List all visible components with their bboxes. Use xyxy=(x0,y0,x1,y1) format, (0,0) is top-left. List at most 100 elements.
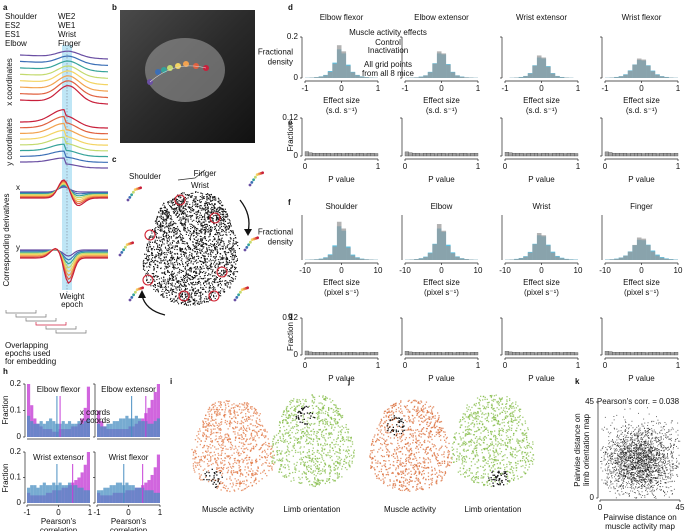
bar xyxy=(430,152,435,157)
embedding-point xyxy=(171,225,173,227)
embedding-point xyxy=(204,285,206,287)
map-point xyxy=(294,410,296,412)
map-point xyxy=(203,426,205,428)
map-point xyxy=(223,464,225,466)
embedding-point xyxy=(235,263,237,265)
embedding-point xyxy=(167,261,169,263)
map-point xyxy=(229,421,231,423)
bar xyxy=(30,485,34,503)
map-point xyxy=(245,447,248,449)
map-point xyxy=(262,463,264,465)
embedding-point xyxy=(161,290,163,292)
map-point xyxy=(222,449,224,451)
embedding-point xyxy=(206,196,208,198)
embedding-point xyxy=(234,243,236,245)
map-point xyxy=(282,466,285,468)
map-point xyxy=(318,417,320,419)
map-point xyxy=(213,481,215,484)
bar xyxy=(532,65,537,78)
map-point xyxy=(317,442,319,445)
map-point xyxy=(320,453,322,456)
map-point xyxy=(236,471,239,473)
embedding-point xyxy=(166,209,168,211)
embedding-point xyxy=(209,253,211,255)
embedding-point xyxy=(184,229,186,231)
map-point xyxy=(206,445,208,447)
embedding-point xyxy=(204,219,206,221)
embedding-point xyxy=(228,219,230,221)
embedding-point xyxy=(153,285,155,287)
map-point xyxy=(210,479,212,481)
embedding-point xyxy=(201,288,203,290)
embedding-point xyxy=(190,196,192,198)
embedding-point xyxy=(202,246,204,248)
embedding-point xyxy=(199,231,201,233)
embedding-point xyxy=(190,216,192,218)
embedding-point xyxy=(184,266,186,268)
x-tick-label: 1 xyxy=(676,162,681,171)
map-point xyxy=(214,405,216,407)
map-point xyxy=(200,479,202,481)
map-point xyxy=(220,401,222,403)
embedding-point xyxy=(152,229,154,231)
embedding-point xyxy=(208,274,210,276)
embedding-point xyxy=(218,207,220,209)
map-point xyxy=(218,405,220,407)
pose-marker xyxy=(233,298,237,302)
embedding-point xyxy=(233,251,235,253)
map-point xyxy=(210,447,212,449)
embedding-point xyxy=(202,193,204,195)
embedding-point xyxy=(217,218,219,220)
embedding-point xyxy=(142,261,144,263)
bar xyxy=(615,152,620,157)
map-point xyxy=(288,453,290,456)
bar xyxy=(526,352,531,356)
embedding-point xyxy=(206,266,208,268)
embedding-point xyxy=(218,261,220,263)
embedding-point xyxy=(189,223,191,225)
bar xyxy=(518,77,524,78)
map-point xyxy=(244,443,246,446)
x-tick-label: -10 xyxy=(299,266,311,275)
map-point xyxy=(216,474,218,476)
embedding-point xyxy=(210,254,212,256)
embedding-point xyxy=(215,279,217,281)
map-point xyxy=(250,415,252,417)
embedding-point xyxy=(160,262,162,264)
embedding-point xyxy=(155,230,157,232)
bar xyxy=(326,152,331,157)
embedding-point xyxy=(171,273,173,275)
map-point xyxy=(329,398,331,400)
map-point xyxy=(242,445,244,447)
embedding-point xyxy=(169,205,171,207)
map-point xyxy=(231,473,233,475)
embedding-point xyxy=(206,280,208,282)
embedding-point xyxy=(176,249,178,251)
embedding-point xyxy=(206,283,208,285)
map-point xyxy=(220,404,222,406)
embedding-point xyxy=(172,289,174,291)
embedding-point xyxy=(166,210,168,212)
embedding-point xyxy=(229,230,231,232)
bar xyxy=(518,258,524,260)
map-point xyxy=(220,446,222,448)
embedding-point xyxy=(216,210,218,212)
embedding-point xyxy=(211,207,213,209)
embedding-point xyxy=(190,196,192,198)
bar xyxy=(323,152,328,157)
map-point xyxy=(249,470,251,472)
map-point xyxy=(322,396,324,398)
embedding-point xyxy=(182,210,184,212)
embedding-point xyxy=(190,266,192,268)
bar xyxy=(74,485,78,503)
embedding-point xyxy=(190,216,192,218)
embedding-point xyxy=(183,298,185,300)
embedding-point xyxy=(172,211,174,213)
pose-marker xyxy=(249,240,252,244)
embedding-point xyxy=(205,263,207,265)
embedding-point xyxy=(162,272,164,274)
embedding-point xyxy=(159,225,161,227)
map-point xyxy=(234,436,237,439)
map-point xyxy=(229,457,232,459)
map-point xyxy=(286,445,289,447)
